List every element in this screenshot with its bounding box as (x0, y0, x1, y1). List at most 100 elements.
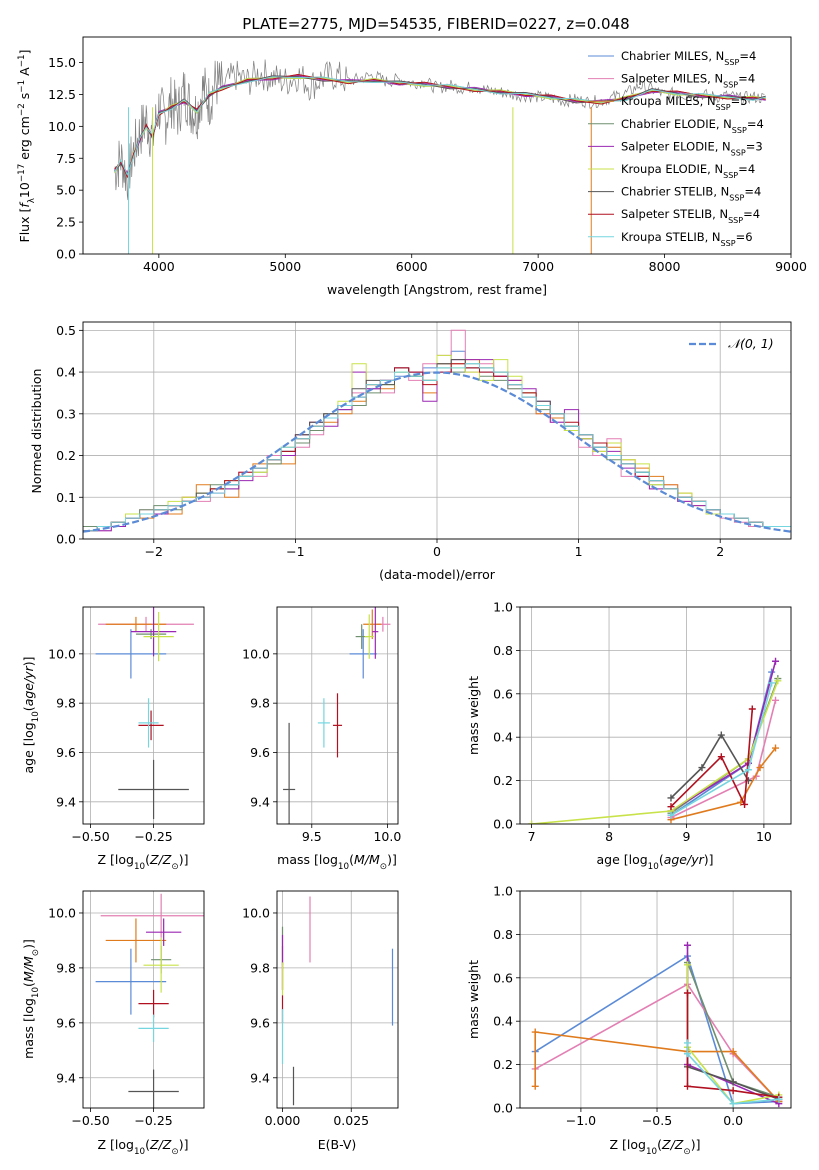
axes-frame (519, 890, 792, 1109)
y-tick-label: 9.6 (56, 745, 76, 760)
weight-marker (729, 1100, 737, 1108)
axes-frame (276, 606, 399, 825)
x-tick-label: 6000 (396, 259, 428, 274)
weight-marker (683, 989, 691, 997)
weight-marker (729, 1087, 737, 1095)
errorbar-point (143, 611, 174, 662)
y-tick-label: 10.0 (48, 905, 76, 920)
y-tick-label: 2.5 (56, 215, 76, 230)
plot-area (528, 657, 782, 824)
errorbar-point (100, 893, 204, 938)
y-tick-label: 0.8 (493, 643, 513, 658)
x-axis-label: mass [log10(M/M⊙)] (277, 852, 397, 872)
x-tick-label: −0.50 (71, 1113, 109, 1128)
y-tick-label: 0.8 (493, 927, 513, 942)
x-tick-label: 8000 (649, 259, 681, 274)
x-tick-label: −2 (145, 544, 163, 559)
legend-label: Salpeter STELIB, NSSP=4 (621, 207, 760, 225)
grid (83, 322, 791, 540)
plot-area (114, 59, 766, 254)
weight-series (667, 679, 776, 819)
weight-series (667, 731, 752, 802)
weight-marker (667, 803, 675, 811)
y-tick-label: 5.0 (56, 183, 76, 198)
y-tick-label: 10.0 (48, 646, 76, 661)
x-tick-label: 10 (756, 829, 772, 844)
x-tick-label: 10.0 (373, 829, 401, 844)
weight-marker (667, 794, 675, 802)
axes-frame (82, 321, 792, 540)
weight-line (670, 747, 777, 821)
normal-curve (83, 371, 791, 533)
errorbar-point (364, 614, 374, 659)
y-tick-label: 0.0 (56, 247, 76, 262)
errorbar-point (135, 629, 167, 640)
y-tick-label: 12.5 (48, 87, 76, 102)
x-tick-label: 0.0 (723, 1113, 743, 1128)
y-axis-label: mass [log10(M/M⊙)] (21, 939, 41, 1059)
grid (520, 606, 791, 825)
weight-marker (698, 764, 706, 772)
plot-area (281, 896, 394, 1106)
grid (83, 891, 204, 1108)
y-tick-label: 9.4 (56, 794, 76, 809)
panel-mass-weight-vs-z: −1.0 −0.5 0.0 0.0 0.2 0.4 0.6 0.8 1.0 Z [log10(Z/… (466, 884, 792, 1157)
x-axis-label: wavelength [Angstrom, rest frame] (327, 282, 547, 297)
axes-frame (519, 606, 792, 825)
y-tick-label: 0.0 (493, 817, 513, 832)
plot-area (83, 329, 791, 539)
y-tick-label: 15.0 (48, 55, 76, 70)
axes-frame (82, 36, 792, 255)
legend-label: Salpeter MILES, NSSP=4 (621, 72, 755, 90)
y-axis-label: Flux [fλ10−17 erg cm−2 s−1 A−1] (17, 50, 37, 243)
panel-mass-weight-vs-age: 7 8 9 10 0.0 0.2 0.4 0.6 0.8 1.0 age [log10(age/yr… (466, 600, 792, 872)
axes-frame (82, 606, 205, 825)
weight-marker (683, 961, 691, 969)
legend-label: Salpeter ELODIE, NSSP=3 (621, 139, 763, 157)
grid (520, 890, 791, 1109)
y-axis-label: Normed distribution (29, 369, 44, 494)
x-tick-label: 5000 (269, 259, 301, 274)
x-tick-label: 0.000 (265, 1113, 301, 1128)
legend-label: Chabrier ELODIE, NSSP=4 (621, 117, 764, 135)
y-axis-label: mass weight (466, 676, 481, 755)
plot-area (531, 941, 783, 1108)
legend-label: Kroupa STELIB, NSSP=6 (621, 230, 753, 248)
weight-marker (741, 800, 749, 808)
legend-label: Kroupa ELODIE, NSSP=4 (621, 162, 755, 180)
y-tick-label: 0.2 (493, 1057, 513, 1072)
axes-frame (82, 890, 205, 1109)
weight-line (531, 680, 779, 824)
y-tick-label: 9.4 (250, 794, 270, 809)
weight-marker (772, 657, 780, 665)
y-tick-label: 0.6 (493, 970, 513, 985)
x-axis-label: Z [log10(Z/Z⊙)] (610, 1137, 701, 1157)
axes-frame (276, 890, 399, 1109)
y-tick-label: 9.8 (56, 696, 76, 711)
y-tick-label: 0.0 (56, 532, 76, 547)
y-tick-label: 9.6 (56, 1015, 76, 1030)
errorbar-point (146, 918, 182, 946)
errorbar-point (372, 607, 379, 659)
weight-marker (729, 1048, 737, 1056)
y-tick-label: 0.4 (56, 365, 76, 380)
y-tick-label: 9.6 (250, 745, 270, 760)
y-tick-label: 0.5 (56, 323, 76, 338)
y-tick-label: 1.0 (493, 884, 513, 899)
weight-series (667, 657, 780, 815)
x-tick-label: −0.5 (642, 1113, 672, 1128)
weight-marker (768, 679, 776, 687)
errorbar-point (317, 698, 330, 748)
weight-marker (772, 696, 780, 704)
panel-spectrum: 4000 5000 6000 7000 8000 9000 0.0 2.5 5.0 7.5 10.0… (17, 36, 807, 297)
y-tick-label: 0.4 (493, 1014, 513, 1029)
plot-area (283, 607, 391, 824)
errorbar-point (283, 722, 296, 824)
errorbar-point (363, 609, 382, 640)
y-axis-label: mass weight (466, 960, 481, 1039)
y-tick-label: 0.2 (493, 773, 513, 788)
y-tick-label: 10.0 (48, 119, 76, 134)
x-tick-label: −0.25 (134, 1113, 172, 1128)
weight-marker (531, 1082, 539, 1090)
